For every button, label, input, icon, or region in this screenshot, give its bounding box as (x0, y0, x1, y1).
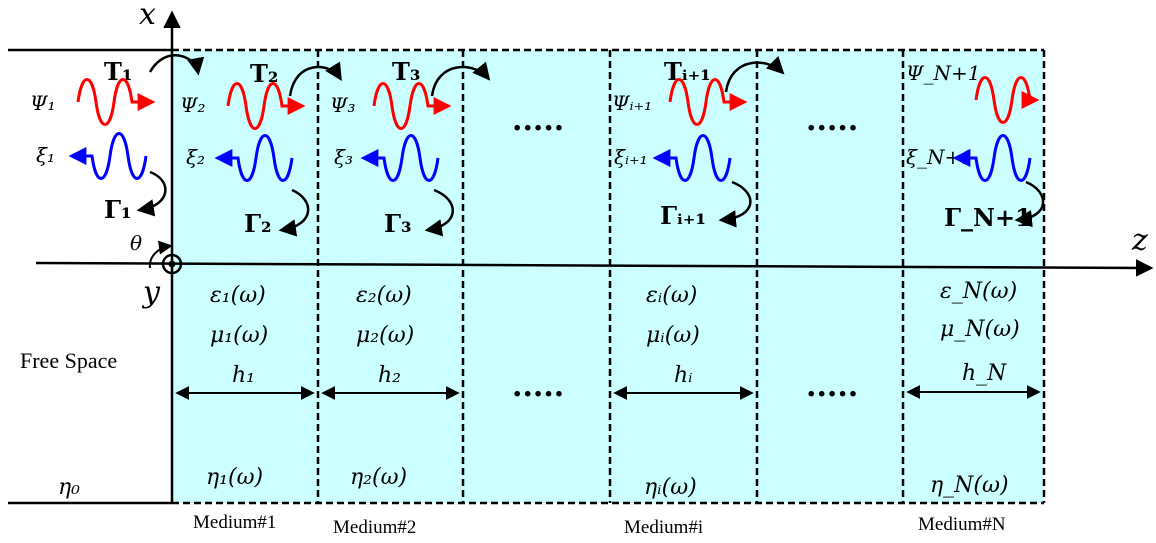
medium-i: Tᵢ₊₁ Ψᵢ₊₁ ξᵢ₊₁ Γᵢ₊₁ εᵢ(ω) μᵢ(ω) hᵢ ηᵢ(ω)… (612, 55, 785, 538)
medium-i-transmission: Tᵢ₊₁ (664, 57, 711, 86)
z-axis-label: z (1131, 223, 1148, 258)
free-space-boundary (8, 48, 172, 505)
medium-2-name: Medium#2 (333, 517, 416, 538)
medium-n-psi: Ψ_N+1 (906, 61, 981, 85)
medium-1-mu: μ₁(ω) (210, 323, 268, 348)
medium-2-epsilon: ε₂(ω) (356, 283, 412, 308)
reflected-wave-icon (652, 134, 732, 182)
reflection-arrow-icon (136, 170, 167, 217)
incident-wave-icon (668, 78, 748, 126)
medium-2-psi: Ψ₃ (330, 93, 356, 117)
transmission-arrow-icon (724, 55, 785, 93)
medium-n-thickness: h_N (962, 361, 1007, 386)
medium-i-name: Medium#i (624, 517, 703, 538)
reflected-wave-icon (68, 132, 148, 180)
reflection-arrow-icon (278, 188, 310, 237)
free-space-label: Free Space (20, 348, 117, 373)
theta-label: θ (130, 231, 142, 255)
medium-i-psi: Ψᵢ₊₁ (612, 91, 652, 115)
medium-i-eta: ηᵢ(ω) (644, 475, 697, 500)
medium-i-reflection: Γᵢ₊₁ (660, 201, 706, 230)
medium-1-eta: η₁(ω) (206, 465, 263, 490)
reflection-arrow-icon (424, 188, 454, 237)
free-space-psi: Ψ₁ (30, 91, 56, 115)
medium-2-reflection: Γ₃ (384, 209, 412, 238)
medium-1-reflection: Γ₂ (244, 209, 272, 238)
medium-2-eta: η₂(ω) (350, 465, 407, 490)
medium-n-mu: μ_N(ω) (940, 317, 1020, 342)
medium-1-psi: Ψ₂ (180, 93, 206, 117)
reflection-arrow-icon (1014, 180, 1045, 228)
ellipsis-bottom-2: ..... (806, 369, 858, 404)
medium-i-epsilon: εᵢ(ω) (646, 283, 697, 308)
transmission-arrow-icon (430, 61, 491, 97)
medium-n-eta: η_N(ω) (930, 473, 1009, 498)
medium-1-thickness: h₁ (232, 363, 255, 388)
free-space-reflection: Γ₁ (104, 195, 132, 224)
free-space-xi: ξ₁ (36, 143, 55, 167)
media-boundaries (172, 48, 1046, 505)
ellipsis-top-2: ..... (806, 103, 858, 138)
y-axis-label: y (141, 275, 161, 310)
medium-n: Ψ_N+1 ξ_N+1 Γ_N+1 ε_N(ω) μ_N(ω) h_N η_N(… (906, 61, 1045, 535)
medium-2-transmission: T₃ (392, 57, 420, 86)
medium-i-xi: ξᵢ₊₁ (614, 145, 648, 169)
theta-arc-icon (148, 240, 173, 269)
medium-n-epsilon: ε_N(ω) (940, 279, 1017, 304)
transmission-arrow-icon (148, 54, 205, 76)
reflected-wave-icon (360, 134, 440, 182)
medium-i-mu: μᵢ(ω) (646, 323, 700, 348)
incident-wave-icon (226, 82, 306, 130)
ellipsis-bottom-1: ..... (512, 369, 564, 404)
y-out-of-page-icon (161, 253, 183, 275)
medium-2: T₃ Ψ₃ ξ₃ Γ₃ ε₂(ω) μ₂(ω) h₂ η₂(ω) Medium#… (321, 57, 491, 538)
medium-1-xi: ξ₂ (186, 145, 205, 169)
transmission-arrow-icon (288, 61, 342, 97)
medium-n-reflection: Γ_N+1 (944, 203, 1032, 232)
medium-2-thickness: h₂ (378, 363, 401, 388)
incident-wave-icon (974, 76, 1040, 124)
medium-1-name: Medium#1 (193, 512, 276, 533)
free-space-eta: η₀ (58, 475, 80, 500)
medium-2-xi: ξ₃ (334, 145, 353, 169)
reflected-wave-icon (952, 134, 1032, 182)
medium-2-mu: μ₂(ω) (356, 323, 414, 348)
reflection-arrow-icon (718, 180, 752, 228)
medium-n-name: Medium#N (918, 514, 1006, 535)
medium-1: T₂ Ψ₂ ξ₂ Γ₂ ε₁(ω) μ₁(ω) h₁ η₁(ω) Medium#… (175, 59, 342, 533)
medium-1-epsilon: ε₁(ω) (210, 283, 266, 308)
z-axis (35, 259, 1154, 277)
medium-i-thickness: hᵢ (674, 363, 693, 388)
ellipsis-top-1: ..... (512, 103, 564, 138)
incident-wave-icon (76, 78, 156, 126)
x-axis-label: x (139, 0, 156, 32)
incident-wave-icon (372, 82, 452, 130)
reflected-wave-icon (214, 134, 294, 182)
media-background (172, 50, 1044, 503)
